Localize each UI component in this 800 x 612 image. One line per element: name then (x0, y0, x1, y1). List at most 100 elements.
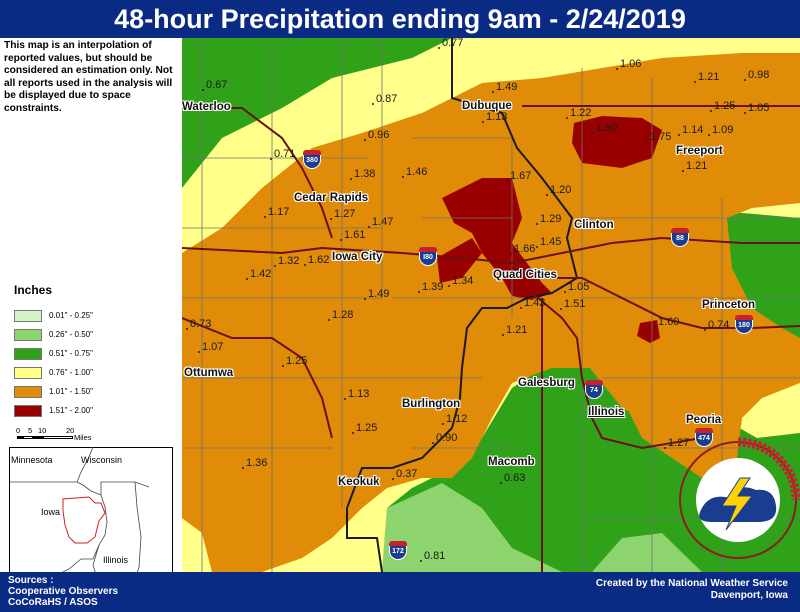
observation-value: 0.74 (708, 319, 730, 331)
station-dot (500, 482, 502, 484)
observation-value: 1.09 (712, 124, 734, 136)
station-dot (202, 89, 204, 91)
disclaimer-text: This map is an interpolation of reported… (4, 40, 173, 114)
scale-tick: 10 (38, 426, 47, 435)
station-dot (352, 432, 354, 434)
observation-value: 1.27 (334, 208, 356, 220)
station-dot (364, 139, 366, 141)
interstate-shield: I80 (418, 247, 438, 267)
station-dot (506, 180, 508, 182)
observation-value: 1.34 (452, 275, 474, 287)
station-dot (536, 246, 538, 248)
precip-contours (182, 38, 800, 572)
scale-segment (44, 437, 72, 438)
station-dot (448, 285, 450, 287)
nws-logo (679, 437, 800, 559)
station-dot (270, 158, 272, 160)
station-dot (492, 91, 494, 93)
city-label: Macomb (488, 456, 535, 468)
station-dot (744, 79, 746, 81)
station-dot (274, 265, 276, 267)
observation-value: 0.63 (504, 472, 526, 484)
city-label: Keokuk (338, 476, 380, 488)
station-dot (616, 68, 618, 70)
observation-value: 1.17 (268, 206, 290, 218)
observation-value: 1.14 (682, 124, 704, 136)
interstate-shield: 474 (694, 428, 714, 448)
legend-label: 0.26" - 0.50" (49, 330, 93, 339)
station-dot (242, 467, 244, 469)
observation-value: 1.07 (202, 341, 224, 353)
observation-value: 1.75 (650, 131, 672, 143)
station-dot (442, 423, 444, 425)
city-label: Quad Cities (493, 269, 557, 281)
observation-value: 0.71 (274, 148, 296, 160)
observation-value: 1.36 (246, 457, 268, 469)
sources-line: CoCoRaHS / ASOS (8, 597, 98, 608)
station-dot (592, 132, 594, 134)
interstate-shield: 180 (734, 315, 754, 335)
observation-value: 0.37 (396, 468, 418, 480)
station-dot (546, 194, 548, 196)
observation-value: 1.29 (540, 213, 562, 225)
station-dot (564, 291, 566, 293)
observation-value: 1.12 (446, 413, 468, 425)
observation-value: 1.67 (510, 170, 532, 182)
interstate-shield: 88 (670, 228, 690, 248)
footer-bar: Sources : Cooperative Observers CoCoRaHS… (0, 572, 800, 612)
station-dot (264, 216, 266, 218)
station-dot (368, 226, 370, 228)
observation-value: 0.98 (748, 69, 770, 81)
observation-value: 1.42 (250, 268, 272, 280)
credit-line: Created by the National Weather Service (595, 578, 788, 589)
station-dot (678, 134, 680, 136)
observation-value: 1.21 (506, 324, 528, 336)
city-label: Princeton (702, 299, 756, 311)
station-dot (646, 141, 648, 143)
observation-value: 1.13 (486, 111, 508, 123)
scale-unit: Miles (74, 433, 92, 442)
scale-bar: 0 5 10 20 Miles (14, 426, 164, 446)
station-dot (350, 178, 352, 180)
station-dot (420, 560, 422, 562)
station-dot (328, 319, 330, 321)
station-dot (664, 447, 666, 449)
legend-panel: This map is an interpolation of reported… (0, 38, 182, 607)
city-label: Ottumwa (184, 367, 234, 379)
interstate-shield: 74 (584, 380, 604, 400)
observation-value: 1.25 (286, 355, 308, 367)
station-dot (304, 264, 306, 266)
observation-value: 1.25 (356, 422, 378, 434)
observation-value: 1.46 (406, 166, 428, 178)
credit-line: Davenport, Iowa (710, 590, 788, 601)
legend-swatch (14, 348, 42, 360)
observation-value: 1.28 (332, 309, 354, 321)
observation-value: 1.43 (524, 297, 546, 309)
observation-value: 1.49 (496, 81, 518, 93)
station-dot (502, 334, 504, 336)
observation-value: 0.81 (424, 550, 446, 562)
inset-label: Minnesota (11, 455, 53, 465)
observation-value: 1.47 (372, 216, 394, 228)
sources-line: Cooperative Observers (8, 586, 119, 597)
observation-value: 1.51 (564, 298, 586, 310)
observation-value: 1.62 (308, 254, 330, 266)
observation-value: 0.90 (436, 432, 458, 444)
precipitation-map: Waterloo Dubuque Freeport Cedar Rapids C… (182, 37, 800, 572)
observation-value: 1.39 (422, 281, 444, 293)
legend-swatch (14, 405, 42, 417)
station-dot (372, 103, 374, 105)
city-label: Galesburg (518, 377, 575, 389)
observation-value: 1.49 (368, 288, 390, 300)
city-label: Waterloo (182, 101, 231, 113)
station-dot (344, 398, 346, 400)
observation-value: 1.27 (668, 437, 690, 449)
observation-value: 0.67 (206, 79, 228, 91)
scale-tick: 20 (66, 426, 75, 435)
city-label: Illinois (588, 406, 625, 418)
legend-swatch (14, 329, 42, 341)
observation-value: 1.60 (658, 316, 680, 328)
station-dot (482, 121, 484, 123)
legend-title: Inches (14, 283, 53, 297)
station-dot (340, 239, 342, 241)
